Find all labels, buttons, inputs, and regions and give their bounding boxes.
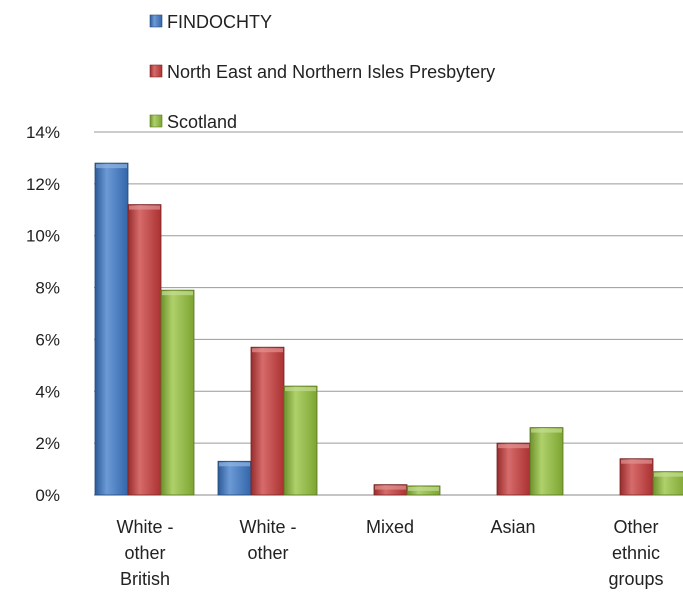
y-axis: 0% 2% 4% 6% 8% 10% 12% 14% (26, 123, 60, 505)
legend-label: FINDOCHTY (167, 12, 272, 32)
x-tick-label: ethnic (612, 543, 660, 563)
legend-item: North East and Northern Isles Presbytery (149, 62, 495, 82)
bar (652, 471, 683, 496)
bar (217, 460, 252, 496)
bar (250, 346, 285, 496)
x-category-label: Asian (490, 517, 535, 537)
legend-label: Scotland (167, 112, 237, 132)
bar (283, 385, 318, 496)
y-tick-label: 14% (26, 123, 60, 142)
y-tick-label: 0% (35, 486, 60, 505)
x-tick-label: groups (608, 569, 663, 589)
x-tick-label: Other (613, 517, 658, 537)
bar (127, 204, 162, 496)
y-tick-label: 8% (35, 279, 60, 298)
x-tick-label: other (124, 543, 165, 563)
legend-swatch (149, 14, 163, 28)
x-tick-label: White - (239, 517, 296, 537)
bar (373, 484, 408, 496)
x-tick-label: other (247, 543, 288, 563)
y-tick-label: 4% (35, 382, 60, 401)
bar (619, 458, 654, 496)
bars (94, 162, 683, 496)
x-category-label: Mixed (366, 517, 414, 537)
x-axis: White - other British White - other Mixed Asia… (116, 517, 663, 589)
x-tick-label: Asian (490, 517, 535, 537)
legend-swatch (149, 64, 163, 78)
legend-label: North East and Northern Isles Presbytery (167, 62, 495, 82)
bar (94, 162, 129, 496)
bar (406, 485, 441, 496)
bar (496, 442, 531, 496)
y-tick-label: 12% (26, 175, 60, 194)
bar (529, 427, 564, 496)
legend-item: Scotland (149, 112, 237, 132)
x-category-label: White - other (239, 517, 296, 563)
bar (160, 289, 195, 496)
x-category-label: Other ethnic groups (608, 517, 663, 589)
x-tick-label: British (120, 569, 170, 589)
x-tick-label: Mixed (366, 517, 414, 537)
x-tick-label: White - (116, 517, 173, 537)
legend-swatch (149, 114, 163, 128)
y-tick-label: 2% (35, 434, 60, 453)
y-tick-label: 6% (35, 330, 60, 349)
legend-item: FINDOCHTY (149, 12, 272, 32)
y-tick-label: 10% (26, 227, 60, 246)
x-category-label: White - other British (116, 517, 173, 589)
legend: FINDOCHTY North East and Northern Isles P… (149, 12, 495, 132)
